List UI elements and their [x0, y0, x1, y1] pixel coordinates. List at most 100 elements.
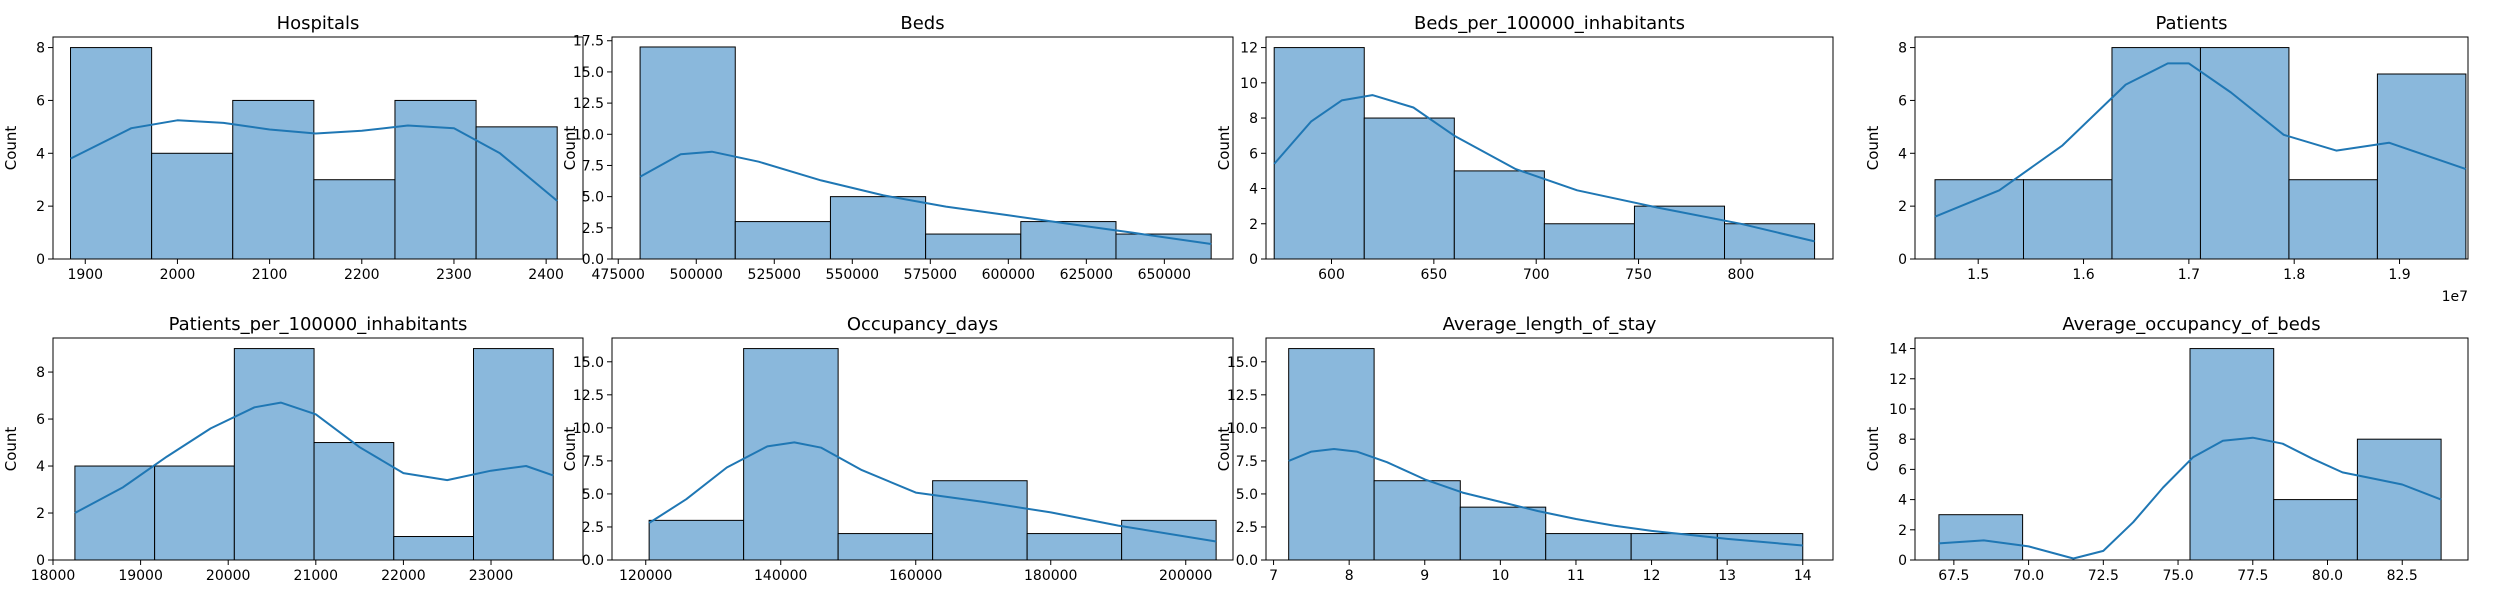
histogram-panel: Occupancy_days 120000 140000 160000 180000 20…	[561, 314, 1234, 584]
y-tick-label: 12.5	[573, 388, 604, 404]
y-tick-label: 6	[36, 93, 45, 109]
y-tick-label: 4	[1898, 146, 1907, 162]
axes-frame	[52, 36, 584, 260]
y-tick-label: 15.0	[1227, 355, 1258, 371]
kde-line	[639, 150, 1212, 245]
y-tick-label: 12	[1889, 372, 1907, 388]
histogram-bar	[70, 47, 153, 260]
x-tick-label: 7	[1269, 568, 1278, 584]
x-tick-label: 14	[1794, 568, 1812, 584]
y-tick-label: 8	[36, 365, 45, 381]
x-tick-label: 200000	[1159, 568, 1212, 584]
y-axis-label: Count	[1215, 427, 1233, 472]
histogram-bar	[1363, 117, 1455, 260]
y-tick-label: 0	[1898, 252, 1907, 268]
y-tick-label: 10	[1240, 76, 1258, 92]
histogram-bar	[1716, 533, 1804, 561]
histogram-bar	[1453, 170, 1545, 260]
y-tick-label: 4	[36, 459, 45, 475]
y-tick-label: 2	[36, 199, 45, 215]
y-tick-label: 6	[1249, 146, 1258, 162]
x-tick-label: 650000	[1138, 267, 1191, 283]
y-axis-label: Count	[2, 126, 20, 171]
histogram-bar	[829, 196, 927, 260]
chart-title: Beds	[900, 13, 944, 34]
y-tick-label: 2.5	[582, 520, 604, 536]
y-tick-label: 2	[1898, 523, 1907, 539]
kde-line	[70, 119, 558, 202]
y-tick-label: 2.5	[582, 221, 604, 237]
x-tick-label: 70.0	[2013, 568, 2044, 584]
x-tick-label: 20000	[206, 568, 251, 584]
x-tick-label: 700	[1523, 267, 1550, 283]
histogram-panel: Beds 475000 500000 525000 550000 575000 600000…	[561, 13, 1234, 283]
y-tick-label: 5.0	[1236, 487, 1258, 503]
y-tick-label: 2.5	[1236, 520, 1258, 536]
x-tick-label: 82.5	[2387, 568, 2418, 584]
histogram-bar	[1026, 533, 1123, 561]
y-tick-label: 6	[1898, 93, 1907, 109]
y-tick-label: 10	[1889, 402, 1907, 418]
histogram-bar	[151, 152, 234, 260]
y-tick-label: 0.0	[582, 252, 604, 268]
histogram-bar	[932, 480, 1028, 561]
histogram-panel: Average_occupancy_of_beds 67.5 70.0 72.5 75.…	[1864, 314, 2469, 584]
x-tick-label: 1.8	[2283, 267, 2305, 283]
y-tick-label: 12.5	[1227, 388, 1258, 404]
histogram-bar	[74, 465, 156, 561]
y-tick-label: 5.0	[582, 190, 604, 206]
histogram-bar	[925, 233, 1022, 260]
histogram-bar	[472, 348, 554, 561]
axes-frame	[1914, 337, 2469, 561]
x-tick-label: 2100	[252, 267, 288, 283]
x-tick-label: 2200	[344, 267, 380, 283]
histogram-panel: Hospitals 1900 2000 2100 2200 2300 2400 0 2 4 6 8 Co…	[2, 13, 584, 283]
kde-line	[1273, 94, 1815, 243]
x-tick-label: 1.6	[2072, 267, 2094, 283]
x-tick-label: 160000	[889, 568, 942, 584]
y-tick-label: 0	[36, 553, 45, 569]
x-tick-label: 120000	[619, 568, 672, 584]
y-tick-label: 10.0	[573, 421, 604, 437]
x-tick-label: 1.9	[2388, 267, 2410, 283]
x-tick-label: 600	[1318, 267, 1345, 283]
kde-line	[1938, 436, 2442, 560]
histogram-bar	[1545, 533, 1632, 561]
histogram-bar	[1543, 223, 1635, 260]
x-tick-label: 19000	[118, 568, 163, 584]
y-tick-label: 0	[1249, 252, 1258, 268]
chart-title: Beds_per_100000_inhabitants	[1414, 13, 1685, 34]
y-tick-label: 17.5	[573, 34, 604, 50]
y-tick-label: 2	[1898, 199, 1907, 215]
y-tick-label: 15.0	[573, 355, 604, 371]
x-tick-label: 67.5	[1938, 568, 1969, 584]
histogram-bar	[837, 533, 934, 561]
y-tick-label: 15.0	[573, 65, 604, 81]
x-tick-label: 21000	[294, 568, 339, 584]
chart-title: Hospitals	[277, 13, 360, 34]
x-tick-label: 140000	[754, 568, 807, 584]
histogram-bar	[1373, 480, 1461, 561]
histogram-bar	[1273, 47, 1365, 260]
histogram-panel: Beds_per_100000_inhabitants 600 650 700 750 8…	[1215, 13, 1834, 283]
x-tick-label: 11	[1567, 568, 1585, 584]
histogram-bar	[313, 179, 396, 260]
axes-frame	[1265, 36, 1834, 260]
x-tick-label: 475000	[592, 267, 645, 283]
kde-line	[74, 401, 554, 514]
y-tick-label: 0	[36, 252, 45, 268]
y-axis-label: Count	[561, 126, 579, 171]
x-tick-label: 550000	[826, 267, 879, 283]
y-tick-label: 14	[1889, 342, 1907, 358]
axes-frame	[1914, 36, 2469, 260]
histogram-bar	[1288, 348, 1375, 561]
y-tick-label: 12	[1240, 41, 1258, 57]
histogram-bar	[1934, 179, 2024, 260]
x-tick-label: 525000	[748, 267, 801, 283]
y-tick-label: 8	[1898, 41, 1907, 57]
x-tick-label: 1.5	[1967, 267, 1989, 283]
x-tick-label: 1900	[67, 267, 103, 283]
histogram-bar	[743, 348, 839, 561]
histogram-bar	[2356, 438, 2442, 561]
